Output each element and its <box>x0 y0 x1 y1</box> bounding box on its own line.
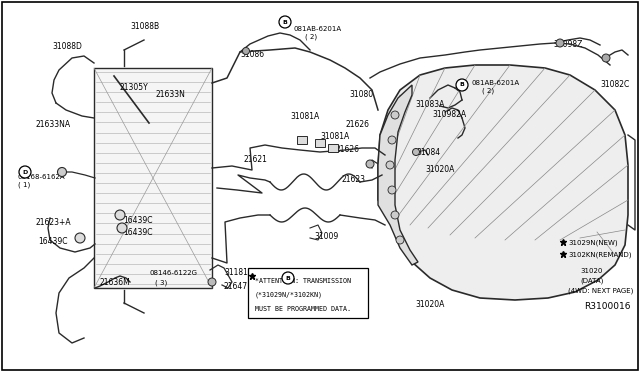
Text: B: B <box>460 83 465 87</box>
Text: D: D <box>22 170 28 174</box>
Text: 081AB-6201A: 081AB-6201A <box>472 80 520 86</box>
Text: 21636M: 21636M <box>100 278 131 287</box>
Text: B: B <box>285 276 291 280</box>
Text: ( 2): ( 2) <box>482 88 494 94</box>
Bar <box>315 139 325 147</box>
Text: R3100016: R3100016 <box>584 302 630 311</box>
Circle shape <box>388 186 396 194</box>
Circle shape <box>117 223 127 233</box>
Text: 31181E: 31181E <box>224 268 253 277</box>
Text: *ATTENTION: TRANSMISSION: *ATTENTION: TRANSMISSION <box>255 278 351 284</box>
Text: MUST BE PROGRAMMED DATA.: MUST BE PROGRAMMED DATA. <box>255 306 351 312</box>
Circle shape <box>602 54 610 62</box>
Text: B: B <box>283 19 287 25</box>
Text: 16439C: 16439C <box>123 216 152 225</box>
Polygon shape <box>378 65 628 300</box>
Bar <box>328 144 338 152</box>
Text: (*31029N/*3102KN): (*31029N/*3102KN) <box>255 292 323 298</box>
Text: 21621: 21621 <box>244 155 268 164</box>
Text: 31020A: 31020A <box>415 300 444 309</box>
Text: 21626: 21626 <box>345 120 369 129</box>
Text: 081AB-6201A: 081AB-6201A <box>293 26 341 32</box>
Circle shape <box>391 111 399 119</box>
Text: 21633N: 21633N <box>155 90 185 99</box>
Text: 16439C: 16439C <box>38 237 67 246</box>
Circle shape <box>366 160 374 168</box>
Circle shape <box>413 148 419 155</box>
Text: 21623: 21623 <box>342 175 366 184</box>
Text: 3102KN(REMAND): 3102KN(REMAND) <box>568 252 632 259</box>
Text: 31020: 31020 <box>580 268 602 274</box>
Text: 31081A: 31081A <box>290 112 319 121</box>
Circle shape <box>75 233 85 243</box>
Text: (4WD: NEXT PAGE): (4WD: NEXT PAGE) <box>568 288 634 295</box>
Text: 21623+A: 21623+A <box>35 218 70 227</box>
Text: 31081A: 31081A <box>320 132 349 141</box>
Bar <box>248 268 368 318</box>
Text: 31086: 31086 <box>240 50 264 59</box>
Circle shape <box>282 272 294 284</box>
Text: 21305Y: 21305Y <box>119 83 148 92</box>
Text: 08168-6162A: 08168-6162A <box>18 174 66 180</box>
Circle shape <box>386 161 394 169</box>
Text: ( 3): ( 3) <box>155 279 167 285</box>
Text: 31009: 31009 <box>314 232 339 241</box>
Text: 310982A: 310982A <box>432 110 466 119</box>
Circle shape <box>556 39 564 47</box>
Circle shape <box>208 278 216 286</box>
Text: ( 2): ( 2) <box>305 34 317 41</box>
Text: 31083A: 31083A <box>415 100 444 109</box>
Text: (DATA): (DATA) <box>580 278 604 285</box>
Text: 16439C: 16439C <box>123 228 152 237</box>
Text: 31084: 31084 <box>416 148 440 157</box>
Bar <box>297 136 307 144</box>
Text: 21647: 21647 <box>224 282 248 291</box>
Circle shape <box>243 48 250 55</box>
Circle shape <box>456 79 468 91</box>
Polygon shape <box>378 85 418 265</box>
Circle shape <box>388 136 396 144</box>
Text: ( 1): ( 1) <box>18 182 30 189</box>
Text: 21626: 21626 <box>335 145 359 154</box>
Circle shape <box>279 16 291 28</box>
Text: 31088B: 31088B <box>130 22 159 31</box>
Bar <box>94 68 212 288</box>
Circle shape <box>58 167 67 176</box>
Text: 21633NA: 21633NA <box>35 120 70 129</box>
Text: 31020A: 31020A <box>425 165 454 174</box>
Circle shape <box>396 236 404 244</box>
Text: 31080: 31080 <box>349 90 373 99</box>
Text: 08146-6122G: 08146-6122G <box>149 270 197 276</box>
Text: 31088D: 31088D <box>52 42 82 51</box>
Circle shape <box>391 211 399 219</box>
Text: 31029N(NEW): 31029N(NEW) <box>568 240 618 247</box>
Circle shape <box>19 166 31 178</box>
Text: 31082C: 31082C <box>600 80 629 89</box>
Circle shape <box>115 210 125 220</box>
Text: 31098Z: 31098Z <box>553 40 582 49</box>
